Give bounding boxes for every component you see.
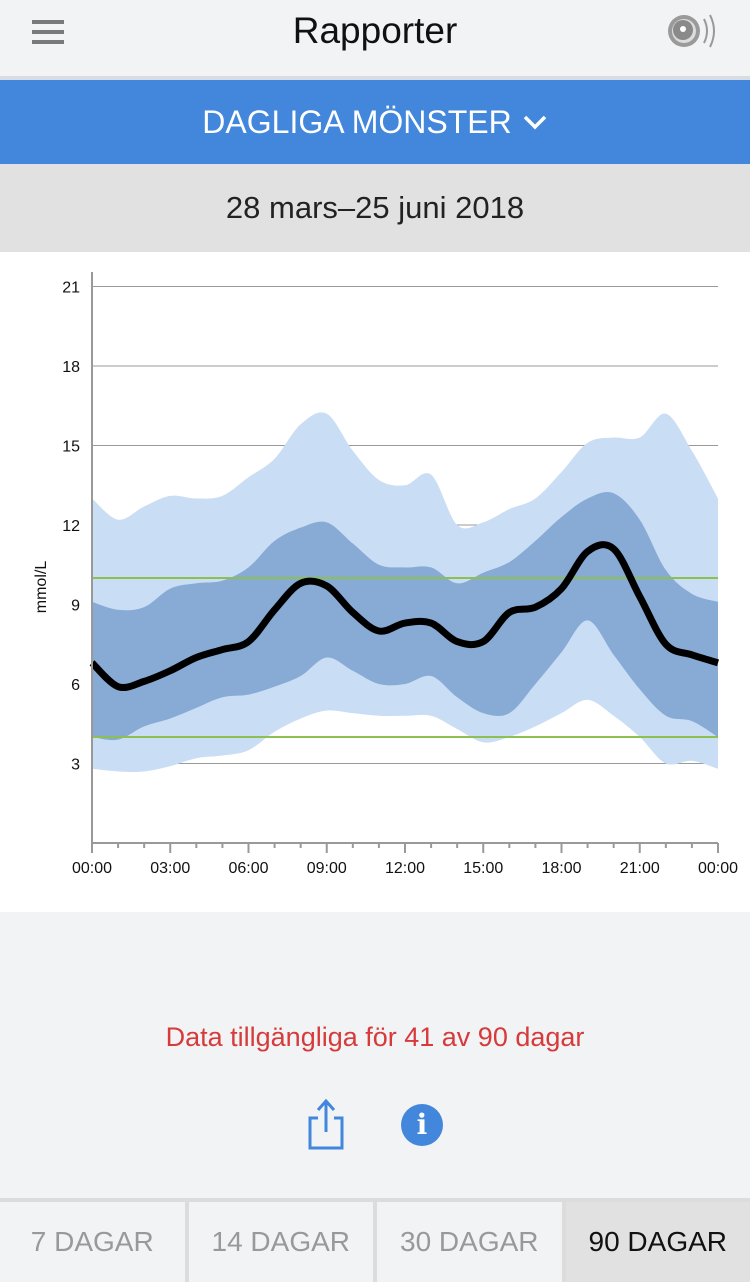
x-tick-label: 12:00 [385, 860, 425, 877]
chart-svg: 3 6 9 12 15 18 21 00:00 03:00 06:00 09:00 12:00 15:0… [33, 272, 738, 877]
chevron-down-icon [523, 115, 546, 130]
share-icon[interactable] [304, 1096, 348, 1152]
x-tick-label: 06:00 [228, 860, 268, 877]
daily-patterns-chart: 3 6 9 12 15 18 21 00:00 03:00 06:00 09:00 12:00 15:0… [0, 252, 750, 912]
y-tick-label: 9 [71, 598, 80, 615]
y-tick-label: 15 [62, 439, 80, 456]
inner-band-p25-p75 [92, 491, 718, 741]
y-tick-label: 12 [62, 518, 80, 535]
tab-90-days[interactable]: 90 DAGAR [565, 1202, 750, 1282]
y-tick-label: 18 [62, 359, 80, 376]
info-icon[interactable]: i [401, 1104, 443, 1146]
tab-7-days[interactable]: 7 DAGAR [0, 1202, 185, 1282]
period-tabs: 7 DAGAR 14 DAGAR 30 DAGAR 90 DAGAR [0, 1198, 750, 1282]
tab-14-days[interactable]: 14 DAGAR [188, 1202, 373, 1282]
x-tick-label: 03:00 [150, 860, 190, 877]
x-tick-label: 00:00 [698, 860, 738, 877]
x-tick-label: 21:00 [620, 860, 660, 877]
x-tick-label: 00:00 [72, 860, 112, 877]
y-axis-label: mmol/L [33, 561, 50, 614]
x-tick-label: 18:00 [541, 860, 581, 877]
y-tick-label: 3 [71, 757, 80, 774]
hamburger-icon[interactable] [32, 20, 64, 44]
x-tick-label: 15:00 [463, 860, 503, 877]
availability-message: Data tillgängliga för 41 av 90 dagar [165, 1022, 585, 1052]
report-type-selector[interactable]: DAGLIGA MÖNSTER [0, 80, 750, 164]
page-title: Rapporter [292, 10, 458, 51]
top-bar: Rapporter [0, 0, 750, 80]
sensor-scan-icon[interactable] [666, 12, 720, 52]
tab-30-days[interactable]: 30 DAGAR [377, 1202, 562, 1282]
y-tick-label: 21 [62, 280, 80, 297]
date-range: 28 mars–25 juni 2018 [0, 164, 750, 252]
median-line [89, 541, 720, 691]
x-tick-label: 09:00 [307, 860, 347, 877]
report-type-label: DAGLIGA MÖNSTER [202, 104, 512, 140]
y-tick-label: 6 [71, 677, 80, 694]
